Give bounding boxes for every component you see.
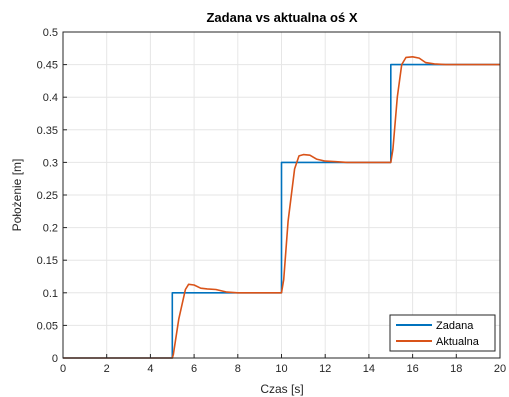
series-line-zadana xyxy=(63,63,500,359)
y-tick-label: 0.3 xyxy=(43,157,58,169)
y-tick-label: 0.4 xyxy=(43,92,58,104)
x-tick-label: 2 xyxy=(104,363,110,375)
y-tick-label: 0.15 xyxy=(37,255,58,267)
x-tick-label: 0 xyxy=(60,363,66,375)
y-tick-label: 0.45 xyxy=(37,60,58,72)
y-tick-label: 0 xyxy=(52,353,58,365)
y-tick-label: 0.2 xyxy=(43,223,58,235)
ticks: 0 2 4 6 8 10 12 14 16 18 20 0 0.05 0.1 0.15 0.2 0.25 0.3 0… xyxy=(37,27,507,375)
legend: Zadana Aktualna xyxy=(389,314,496,352)
series-group xyxy=(63,55,500,359)
y-tick-label: 0.5 xyxy=(43,27,58,39)
x-tick-label: 18 xyxy=(450,363,462,375)
x-tick-label: 12 xyxy=(319,363,331,375)
legend-label-zadana: Zadana xyxy=(436,320,474,332)
y-axis-label: Położenie [m] xyxy=(10,159,24,232)
x-tick-label: 6 xyxy=(191,363,197,375)
y-tick-label: 0.05 xyxy=(37,320,58,332)
x-tick-label: 16 xyxy=(406,363,418,375)
x-tick-label: 4 xyxy=(147,363,153,375)
y-tick-label: 0.35 xyxy=(37,125,58,137)
x-tick-label: 20 xyxy=(494,363,506,375)
y-tick-label: 0.1 xyxy=(43,288,58,300)
x-tick-label: 14 xyxy=(363,363,375,375)
x-axis-label: Czas [s] xyxy=(260,382,303,396)
series-line-aktualna xyxy=(63,55,500,359)
legend-box xyxy=(389,314,496,352)
legend-label-aktualna: Aktualna xyxy=(436,336,480,348)
x-tick-label: 8 xyxy=(235,363,241,375)
chart-title: Zadana vs aktualna oś X xyxy=(206,10,357,25)
y-tick-label: 0.25 xyxy=(37,190,58,202)
x-tick-label: 10 xyxy=(275,363,287,375)
